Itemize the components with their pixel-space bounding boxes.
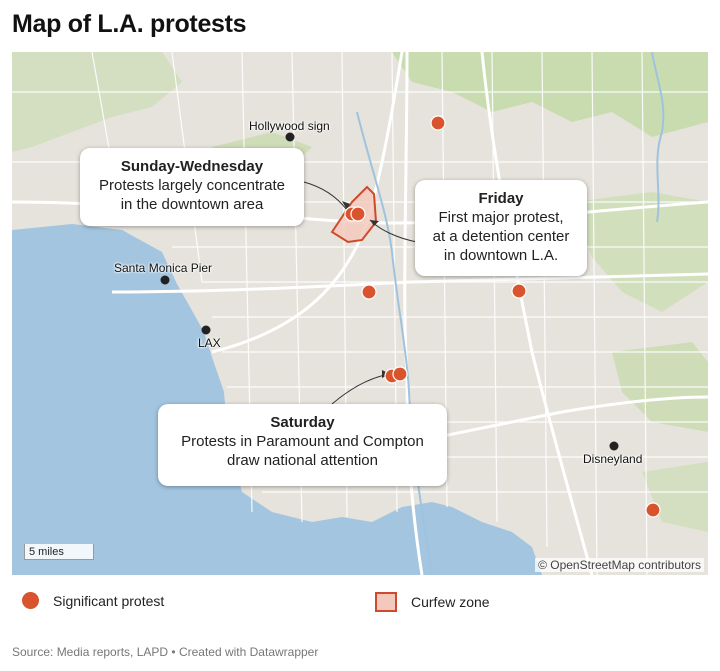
legend-item-protest: Significant protest [22, 592, 164, 609]
lax-label: LAX [198, 336, 221, 350]
disneyland-label: Disneyland [583, 452, 643, 466]
legend-label: Curfew zone [411, 594, 490, 610]
protest-dot-icon [22, 592, 39, 609]
legend-item-curfew: Curfew zone [375, 592, 490, 612]
callout-text: Protests largely concentrate in the down… [99, 177, 285, 213]
callout-saturday: Saturday Protests in Paramount and Compt… [158, 404, 447, 486]
legend-label: Significant protest [53, 592, 165, 609]
callout-friday: Friday First major protest, at a detenti… [415, 180, 587, 276]
callout-heading: Saturday [270, 414, 335, 431]
scale-bar: 5 miles [24, 544, 94, 560]
callout-heading: Sunday-Wednesday [120, 158, 264, 175]
map-attribution[interactable]: © OpenStreetMap contributors [535, 558, 704, 572]
source-note: Source: Media reports, LAPD • Created wi… [12, 645, 319, 659]
hollywood-sign-label: Hollywood sign [249, 119, 330, 133]
santa-monica-pier-label: Santa Monica Pier [114, 261, 213, 275]
curfew-zone-icon [375, 592, 397, 612]
page-title: Map of L.A. protests [12, 10, 247, 38]
callout-text: First major protest, at a detention cent… [432, 209, 570, 264]
callout-text: Protests in Paramount and Compton draw n… [181, 433, 424, 469]
legend: Significant protest Curfew zone [22, 592, 720, 616]
callout-sunday-wednesday: Sunday-Wednesday Protests largely concen… [80, 148, 304, 226]
map[interactable]: Hollywood sign Santa Monica Pier LAX Dis… [12, 52, 708, 575]
callout-heading: Friday [478, 190, 524, 207]
map-base [12, 52, 708, 575]
